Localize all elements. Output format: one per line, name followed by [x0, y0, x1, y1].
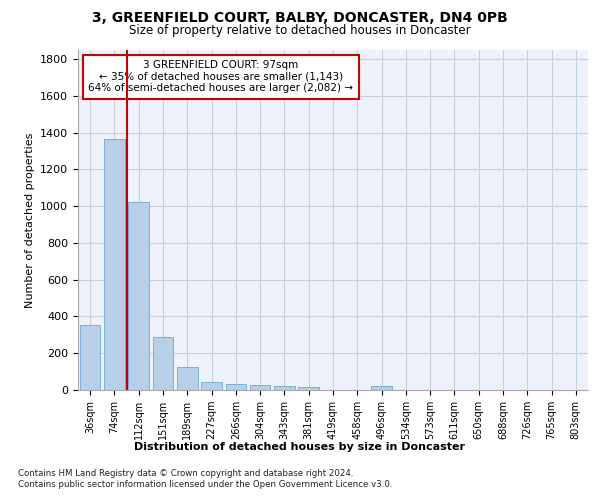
- Text: Size of property relative to detached houses in Doncaster: Size of property relative to detached ho…: [129, 24, 471, 37]
- Bar: [371, 386, 392, 390]
- Y-axis label: Number of detached properties: Number of detached properties: [25, 132, 35, 308]
- Text: Contains public sector information licensed under the Open Government Licence v3: Contains public sector information licen…: [18, 480, 392, 489]
- Bar: [298, 387, 319, 390]
- Bar: [128, 202, 149, 390]
- Bar: [177, 367, 197, 390]
- Bar: [250, 385, 271, 390]
- Bar: [226, 384, 246, 390]
- Bar: [104, 139, 125, 390]
- Text: Distribution of detached houses by size in Doncaster: Distribution of detached houses by size …: [134, 442, 466, 452]
- Bar: [201, 382, 222, 390]
- Text: Contains HM Land Registry data © Crown copyright and database right 2024.: Contains HM Land Registry data © Crown c…: [18, 469, 353, 478]
- Bar: [274, 386, 295, 390]
- Bar: [152, 336, 173, 390]
- Bar: [80, 325, 100, 390]
- Text: 3 GREENFIELD COURT: 97sqm
← 35% of detached houses are smaller (1,143)
64% of se: 3 GREENFIELD COURT: 97sqm ← 35% of detac…: [88, 60, 353, 94]
- Text: 3, GREENFIELD COURT, BALBY, DONCASTER, DN4 0PB: 3, GREENFIELD COURT, BALBY, DONCASTER, D…: [92, 11, 508, 25]
